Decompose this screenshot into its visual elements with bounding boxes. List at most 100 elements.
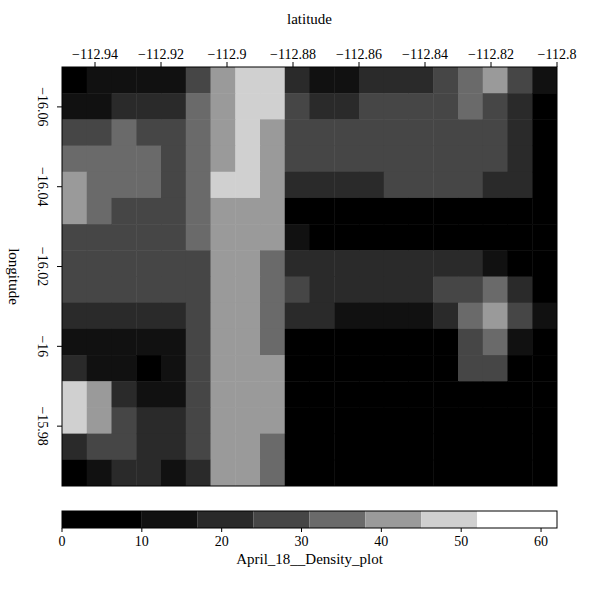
cell <box>260 329 285 356</box>
cell <box>136 119 161 146</box>
cell <box>62 172 87 199</box>
cell <box>310 198 335 225</box>
cell <box>136 67 161 94</box>
cell <box>483 93 508 120</box>
cell <box>87 407 112 434</box>
cell <box>62 224 87 251</box>
cell <box>235 224 260 251</box>
cell <box>458 277 483 304</box>
cell <box>211 224 236 251</box>
cell <box>87 355 112 382</box>
cell <box>235 303 260 330</box>
cell <box>359 67 384 94</box>
cell <box>458 198 483 225</box>
colorbar-band <box>365 511 421 528</box>
x-tick <box>161 62 162 67</box>
cell <box>211 119 236 146</box>
colorbar-band <box>198 511 254 528</box>
cell <box>285 93 310 120</box>
cell <box>285 303 310 330</box>
cell <box>235 119 260 146</box>
cell <box>260 250 285 277</box>
colorbar-tick <box>381 528 382 532</box>
cell <box>433 277 458 304</box>
cell <box>409 355 434 382</box>
cell <box>310 460 335 486</box>
x-tick <box>491 62 492 67</box>
cell <box>532 277 557 304</box>
cell <box>285 381 310 408</box>
cell <box>532 407 557 434</box>
cell <box>285 250 310 277</box>
cell <box>285 119 310 146</box>
cell <box>483 224 508 251</box>
cell <box>136 250 161 277</box>
cell <box>458 460 483 486</box>
cell <box>532 381 557 408</box>
x-tick-label: −112.94 <box>72 47 118 62</box>
cell <box>433 93 458 120</box>
cell <box>483 277 508 304</box>
cell <box>87 434 112 461</box>
cell <box>285 460 310 486</box>
cell <box>532 93 557 120</box>
cell <box>211 434 236 461</box>
x-tick-label: −112.86 <box>336 47 382 62</box>
cell <box>112 146 137 173</box>
cell <box>161 93 186 120</box>
cell <box>186 329 211 356</box>
cell <box>433 355 458 382</box>
cell <box>161 277 186 304</box>
cell <box>87 381 112 408</box>
cell <box>211 407 236 434</box>
cell <box>161 224 186 251</box>
cell <box>136 172 161 199</box>
colorbar-tick-label: 10 <box>135 534 149 549</box>
cell <box>458 224 483 251</box>
cell <box>483 146 508 173</box>
cell <box>508 250 533 277</box>
cell <box>532 224 557 251</box>
colorbar-tick-label: 20 <box>215 534 229 549</box>
cell <box>384 303 409 330</box>
cell <box>260 381 285 408</box>
cell <box>136 198 161 225</box>
cell <box>334 93 359 120</box>
cell <box>235 407 260 434</box>
cell <box>409 407 434 434</box>
cell <box>508 434 533 461</box>
cell <box>483 329 508 356</box>
colorbar-band <box>142 511 198 528</box>
cell <box>112 277 137 304</box>
cell <box>285 407 310 434</box>
cell <box>359 250 384 277</box>
cell <box>161 198 186 225</box>
cell <box>433 381 458 408</box>
cell <box>136 460 161 486</box>
cell <box>409 277 434 304</box>
x-tick <box>95 62 96 67</box>
cell <box>409 329 434 356</box>
cell <box>285 355 310 382</box>
cell <box>235 329 260 356</box>
cell <box>211 303 236 330</box>
y-axis-title: longitude <box>6 248 22 305</box>
cell <box>409 198 434 225</box>
cell <box>508 381 533 408</box>
cell <box>62 460 87 486</box>
cell <box>384 329 409 356</box>
x-tick <box>425 62 426 67</box>
cell <box>433 224 458 251</box>
cell <box>112 460 137 486</box>
cell <box>409 434 434 461</box>
cell <box>235 250 260 277</box>
cell <box>433 146 458 173</box>
cell <box>260 355 285 382</box>
x-tick <box>557 62 558 67</box>
x-tick-label: −112.92 <box>138 47 184 62</box>
cell <box>334 303 359 330</box>
cell <box>62 250 87 277</box>
cell <box>483 434 508 461</box>
x-tick-label: −112.8 <box>538 47 577 62</box>
cell <box>483 460 508 486</box>
